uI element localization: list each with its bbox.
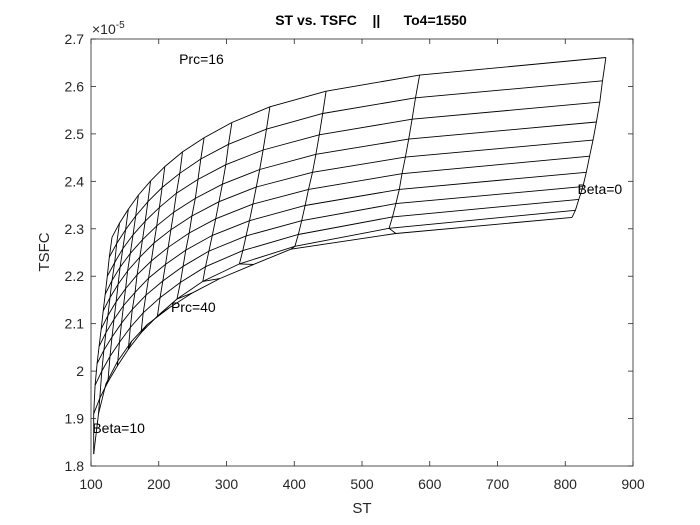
y-tick-label: 1.8 xyxy=(65,458,85,474)
y-exponent-label: ×10-5 xyxy=(92,20,125,37)
y-tick-label: 2 xyxy=(76,363,84,379)
annotations: Prc=16 Prc=40 Beta=0 Beta=10 xyxy=(92,51,622,436)
x-axis-label: ST xyxy=(352,500,371,517)
x-tick-label: 400 xyxy=(283,476,307,492)
plot-area xyxy=(91,39,633,466)
y-tick-label: 2.6 xyxy=(65,78,85,94)
y-exponent-base: ×10 xyxy=(92,21,116,37)
y-axis-label: TSFC xyxy=(36,232,53,271)
prc-curve-4 xyxy=(202,122,233,282)
prc-curve-11 xyxy=(98,223,120,414)
chart-title: ST vs. TSFC || To4=1550 xyxy=(275,12,467,28)
y-tick-label: 2.4 xyxy=(65,173,85,189)
prc-curve-8 xyxy=(127,180,152,350)
prc-curve-9 xyxy=(116,195,139,366)
prc-curve-7 xyxy=(140,166,166,335)
x-tick-label: 500 xyxy=(350,476,374,492)
prc-curve-12 xyxy=(93,237,113,455)
y-tick-label: 1.9 xyxy=(65,411,85,427)
prc-curve-3 xyxy=(238,106,271,265)
y-exponent-power: -5 xyxy=(116,20,125,31)
x-tick-label: 600 xyxy=(418,476,442,492)
y-axis-ticks: 1.8 1.9 2 2.1 2.2 2.3 2.4 2.5 2.6 2.7 xyxy=(65,31,633,474)
annotation-beta-0: Beta=0 xyxy=(577,181,622,197)
prc-curve-5 xyxy=(176,137,205,300)
curves xyxy=(93,57,607,455)
y-tick-label: 2.7 xyxy=(65,31,85,47)
y-tick-label: 2.3 xyxy=(65,221,85,237)
x-tick-label: 900 xyxy=(621,476,645,492)
y-tick-label: 2.1 xyxy=(65,316,85,332)
prc-curve-2 xyxy=(290,91,327,250)
annotation-prc-16: Prc=16 xyxy=(179,51,224,67)
prc-curve-6 xyxy=(156,151,183,318)
x-tick-label: 200 xyxy=(147,476,171,492)
x-axis-ticks: 100 200 300 400 500 600 700 800 900 xyxy=(79,39,645,492)
x-tick-label: 800 xyxy=(554,476,578,492)
prc-curve-1 xyxy=(388,75,421,234)
annotation-prc-40: Prc=40 xyxy=(171,299,216,315)
y-tick-label: 2.5 xyxy=(65,126,85,142)
x-tick-label: 300 xyxy=(215,476,239,492)
x-tick-label: 100 xyxy=(79,476,103,492)
x-tick-label: 700 xyxy=(486,476,510,492)
y-tick-label: 2.2 xyxy=(65,268,85,284)
prc-curve-0 xyxy=(571,57,607,218)
annotation-beta-10: Beta=10 xyxy=(92,420,145,436)
prc-curve-10 xyxy=(105,209,129,385)
